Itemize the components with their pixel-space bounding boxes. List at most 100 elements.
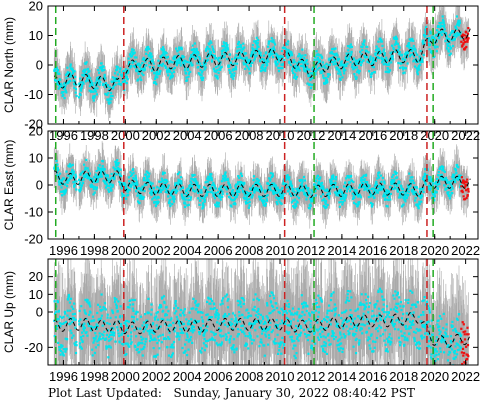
observation-point xyxy=(68,163,71,166)
observation-point xyxy=(85,73,88,76)
observation-point xyxy=(129,66,132,69)
observation-point xyxy=(89,185,93,188)
observation-point xyxy=(126,78,129,81)
observation-point xyxy=(346,45,350,48)
observation-point xyxy=(101,66,104,69)
observation-point xyxy=(344,57,347,60)
observation-point xyxy=(116,159,119,162)
observation-point xyxy=(107,88,110,91)
observation-point xyxy=(92,185,95,188)
observation-point xyxy=(209,40,212,43)
observation-point xyxy=(138,197,141,200)
observation-point xyxy=(297,66,300,69)
observation-point xyxy=(305,65,308,69)
observation-point xyxy=(56,167,59,170)
observation-point xyxy=(80,81,83,84)
observation-point xyxy=(96,81,100,84)
observation-point xyxy=(90,90,93,93)
error-bars xyxy=(53,141,469,229)
observation-point xyxy=(389,69,392,72)
observation-point xyxy=(286,56,289,59)
observation-point xyxy=(109,177,112,180)
observation-point xyxy=(336,57,339,60)
observation-point xyxy=(452,31,455,34)
observation-point xyxy=(437,24,440,28)
observation-point xyxy=(433,45,436,48)
observation-point xyxy=(135,190,138,193)
observation-point xyxy=(165,179,168,182)
observation-point xyxy=(106,84,110,87)
observation-point xyxy=(444,32,448,35)
observation-point xyxy=(95,93,98,96)
observation-point xyxy=(203,68,206,71)
observation-point xyxy=(435,50,438,53)
observation-point xyxy=(397,52,401,55)
observation-point xyxy=(197,66,200,69)
observation-point xyxy=(281,46,284,49)
observation-point xyxy=(84,80,88,83)
observation-point xyxy=(91,84,94,87)
observation-point xyxy=(398,51,401,54)
observation-point xyxy=(102,82,105,85)
observation-point xyxy=(130,183,133,186)
observation-point xyxy=(97,76,100,79)
observation-point xyxy=(381,61,384,64)
observation-point xyxy=(65,170,68,173)
observation-point xyxy=(87,74,90,77)
observation-point xyxy=(180,193,183,196)
observation-point xyxy=(69,63,72,66)
observation-point xyxy=(328,63,331,66)
observation-point xyxy=(143,190,146,193)
observation-point xyxy=(188,58,191,61)
y-tick-label: 20 xyxy=(29,0,43,14)
observation-point xyxy=(118,168,121,171)
observation-point xyxy=(147,175,150,178)
observation-point xyxy=(255,47,259,50)
observation-point xyxy=(173,57,176,61)
recent-point xyxy=(460,40,463,43)
observation-point xyxy=(116,68,119,71)
observation-point xyxy=(66,185,69,188)
observation-point xyxy=(139,187,142,190)
observation-point xyxy=(336,54,339,57)
observation-point xyxy=(62,177,65,180)
observation-point xyxy=(404,59,407,62)
observation-point xyxy=(402,68,405,71)
observation-point xyxy=(172,200,176,203)
observation-point xyxy=(202,76,205,79)
observation-point xyxy=(178,48,181,51)
observation-point xyxy=(72,171,75,174)
observation-point xyxy=(92,193,95,196)
observation-point xyxy=(282,55,285,58)
observation-point xyxy=(361,49,364,52)
observation-point xyxy=(421,40,424,44)
observation-point xyxy=(226,43,229,47)
observation-point xyxy=(338,77,341,80)
observation-point xyxy=(320,71,323,74)
observation-point xyxy=(272,46,275,49)
observation-point xyxy=(230,61,233,65)
observation-point xyxy=(238,45,241,48)
observation-point xyxy=(151,58,154,61)
observation-point xyxy=(216,69,219,72)
observation-point xyxy=(187,69,190,72)
observation-point xyxy=(276,53,279,56)
observation-point xyxy=(335,68,338,71)
observation-point xyxy=(79,186,83,189)
observation-point xyxy=(112,87,115,90)
observation-point xyxy=(400,54,404,57)
observation-point xyxy=(108,179,111,182)
observation-point xyxy=(75,180,78,183)
observation-point xyxy=(195,47,198,50)
observation-point xyxy=(134,176,137,180)
observation-point xyxy=(169,204,172,208)
recent-point xyxy=(463,34,466,37)
observation-point xyxy=(111,183,114,187)
observation-point xyxy=(182,60,185,63)
observation-point xyxy=(409,55,412,58)
observation-point xyxy=(99,81,102,84)
observation-point xyxy=(217,64,220,67)
observation-point xyxy=(82,170,85,174)
observation-point xyxy=(211,45,214,48)
observation-point xyxy=(92,99,95,102)
